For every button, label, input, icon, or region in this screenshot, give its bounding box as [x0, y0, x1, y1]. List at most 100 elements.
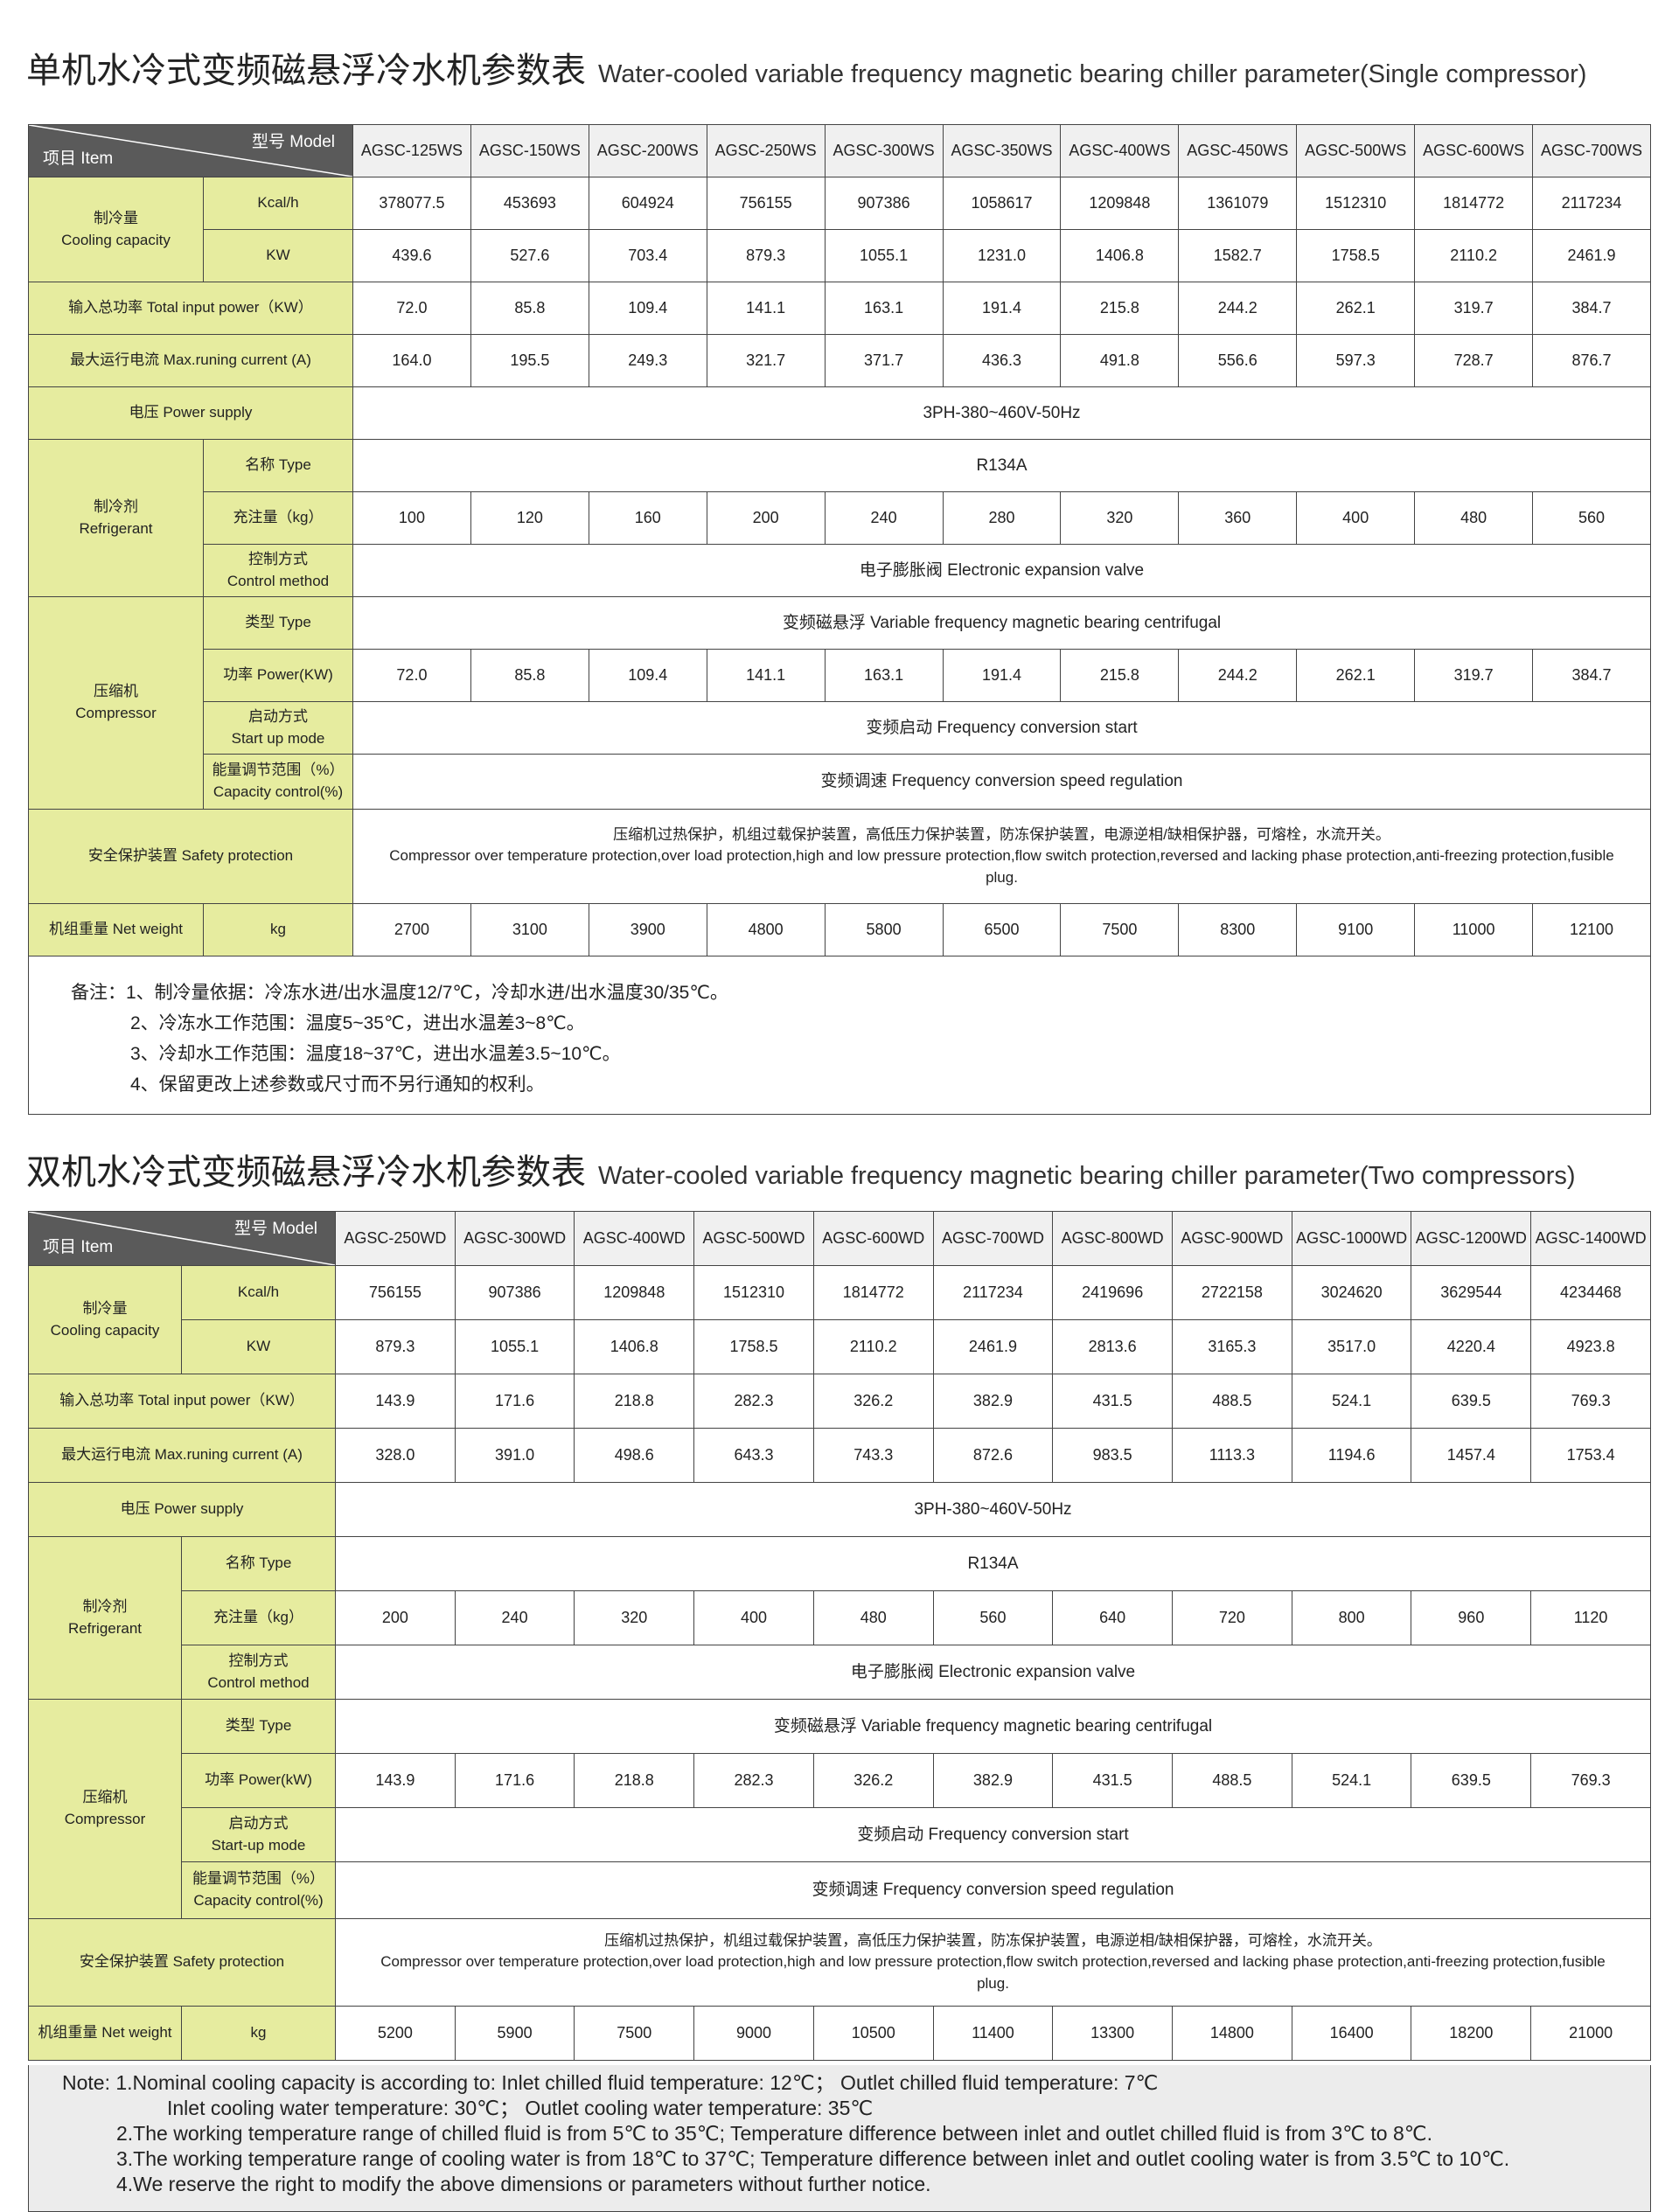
input-power-value: 244.2 — [1178, 282, 1298, 335]
model-header: AGSC-250WS — [706, 124, 826, 177]
input-power-value: 109.4 — [588, 282, 707, 335]
compressor-power-row: 功率 Power(KW) 72.0 85.8 109.4 141.1 163.1 191.4… — [29, 649, 1651, 702]
kw-value: 1231.0 — [942, 229, 1062, 282]
model-header: AGSC-450WS — [1178, 124, 1298, 177]
kw-value: 2110.2 — [812, 1319, 934, 1374]
weight-value: 18200 — [1411, 2006, 1532, 2061]
weight-unit: kg — [181, 2006, 336, 2061]
label-en: Refrigerant — [79, 519, 153, 537]
max-current-label: 最大运行电流 Max.runing current (A) — [28, 334, 353, 387]
max-current-row: 最大运行电流 Max.runing current (A) 328.0 391.0 4… — [28, 1428, 1651, 1483]
title-cn: 双机水冷式变频磁悬浮冷水机参数表 — [26, 1152, 586, 1193]
cooling-kw-row: KW 879.3 1055.1 1406.8 1758.5 2110.2 2461.9 281… — [29, 1319, 1651, 1374]
label-cn: 制冷剂 — [82, 1597, 128, 1615]
label-en: Capacity control(%) — [212, 783, 344, 800]
title-en: Water-cooled variable frequency magnetic… — [598, 1162, 1576, 1190]
power-supply-label: 电压 Power supply — [28, 386, 353, 440]
kcal-value: 1361079 — [1178, 177, 1298, 230]
control-method-value: 电子膨胀阀 Electronic expansion valve — [335, 1645, 1651, 1700]
kcal-value: 1512310 — [693, 1265, 814, 1320]
max-current-value: 872.6 — [932, 1428, 1054, 1483]
safety-label: 安全保护装置 Safety protection — [28, 809, 353, 904]
model-header: AGSC-300WD — [454, 1211, 575, 1266]
weight-label: 机组重量 Net weight — [28, 903, 204, 956]
charge-label: 充注量（kg） — [203, 491, 353, 545]
compressor-power-value: 326.2 — [812, 1753, 934, 1808]
max-current-value: 436.3 — [942, 334, 1062, 387]
label-en: Control method — [226, 572, 330, 589]
model-header: AGSC-250WD — [335, 1211, 456, 1266]
kw-value: 2461.9 — [932, 1319, 1054, 1374]
safety-label: 安全保护装置 Safety protection — [28, 1918, 336, 2007]
control-method-value: 电子膨胀阀 Electronic expansion valve — [352, 544, 1651, 597]
input-power-value: 143.9 — [335, 1374, 456, 1429]
max-current-value: 498.6 — [574, 1428, 695, 1483]
weight-value: 21000 — [1530, 2006, 1651, 2061]
max-current-value: 983.5 — [1052, 1428, 1174, 1483]
refrigerant-type-value: R134A — [352, 439, 1651, 492]
max-current-value: 1457.4 — [1411, 1428, 1532, 1483]
power-supply-value: 3PH-380~460V-50Hz — [352, 386, 1651, 440]
note-line: Note: 1.Nominal cooling capacity is acco… — [62, 2071, 1159, 2094]
cooling-kcal-row: 制冷量 Cooling capacity Kcal/h 378077.5 453693 6… — [28, 177, 1651, 282]
kcal-value: 2419696 — [1052, 1265, 1174, 1320]
kw-value: 2110.2 — [1414, 229, 1534, 282]
compressor-power-value: 141.1 — [706, 649, 826, 702]
weight-value: 14800 — [1172, 2006, 1292, 2061]
model-header: AGSC-800WD — [1052, 1211, 1174, 1266]
max-current-value: 1194.6 — [1291, 1428, 1412, 1483]
kcal-value: 756155 — [335, 1265, 456, 1320]
kcal-value: 1209848 — [1060, 177, 1180, 230]
label-cn: 能量调节范围（%） — [192, 1870, 325, 1888]
compressor-label: 压缩机 Compressor — [28, 596, 204, 810]
kcal-value: 4234468 — [1530, 1265, 1651, 1320]
kcal-value: 604924 — [588, 177, 707, 230]
refrigerant-type-row: 制冷剂 Refrigerant 名称 Type R134A — [28, 439, 1651, 597]
kw-value: 2461.9 — [1532, 229, 1651, 282]
kw-value: 439.6 — [352, 229, 471, 282]
charge-value: 320 — [1060, 491, 1180, 545]
charge-value: 200 — [706, 491, 826, 545]
weight-value: 11000 — [1414, 903, 1534, 956]
input-power-label: 输入总功率 Total input power（KW） — [28, 1374, 336, 1429]
kw-value: 1055.1 — [824, 229, 944, 282]
charge-value: 280 — [942, 491, 1062, 545]
weight-value: 3100 — [470, 903, 589, 956]
compressor-power-value: 431.5 — [1052, 1753, 1174, 1808]
compressor-type-label: 类型 Type — [181, 1699, 336, 1754]
refrigerant-label: 制冷剂 Refrigerant — [28, 1536, 182, 1700]
kcal-value: 3024620 — [1291, 1265, 1412, 1320]
input-power-value: 171.6 — [454, 1374, 575, 1429]
kcal-value: 2117234 — [932, 1265, 1054, 1320]
weight-value: 7500 — [574, 2006, 695, 2061]
weight-value: 10500 — [812, 2006, 934, 2061]
input-power-value: 382.9 — [932, 1374, 1054, 1429]
label-cn: 制冷量 — [94, 209, 138, 226]
max-current-value: 321.7 — [706, 334, 826, 387]
max-current-value: 1113.3 — [1172, 1428, 1292, 1483]
charge-value: 120 — [470, 491, 589, 545]
control-method-row: 控制方式 Control method 电子膨胀阀 Electronic expan… — [29, 1645, 1651, 1700]
double-notes: Note: 1.Nominal cooling capacity is acco… — [28, 2065, 1651, 2212]
label-cn: 压缩机 — [94, 683, 138, 700]
title-en: Water-cooled variable frequency magnetic… — [598, 60, 1587, 88]
compressor-power-value: 218.8 — [574, 1753, 695, 1808]
model-header: AGSC-200WS — [588, 124, 707, 177]
charge-value: 360 — [1178, 491, 1298, 545]
max-current-value: 597.3 — [1296, 334, 1416, 387]
label-en: Start up mode — [231, 729, 325, 747]
power-supply-row: 电压 Power supply 3PH-380~460V-50Hz — [28, 1482, 1651, 1537]
model-label: 型号 Model — [233, 1220, 317, 1238]
compressor-power-value: 72.0 — [352, 649, 471, 702]
charge-value: 100 — [352, 491, 471, 545]
max-current-label: 最大运行电流 Max.runing current (A) — [28, 1428, 336, 1483]
note-line: 备注：1、制冷量依据：冷冻水进/出水温度12/7℃，冷却水进/出水温度30/35… — [71, 983, 728, 1003]
label-cn: 制冷量 — [82, 1299, 128, 1317]
charge-value: 160 — [588, 491, 707, 545]
charge-value: 480 — [1414, 491, 1534, 545]
start-mode-row: 启动方式 Start up mode 变频启动 Frequency conversi… — [29, 701, 1651, 755]
label-en: Control method — [207, 1673, 310, 1691]
label-cn: 压缩机 — [82, 1789, 128, 1806]
charge-value: 240 — [824, 491, 944, 545]
cooling-kw-row: KW 439.6 527.6 703.4 879.3 1055.1 1231.0 1406.8… — [29, 229, 1651, 282]
